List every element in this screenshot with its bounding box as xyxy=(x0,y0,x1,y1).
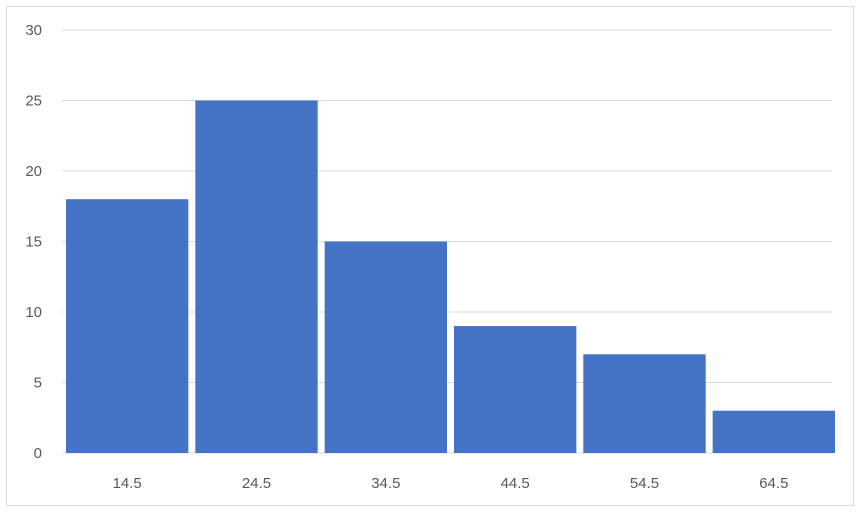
x-tick-label-54.5: 54.5 xyxy=(630,475,659,492)
x-tick-label-14.5: 14.5 xyxy=(113,475,142,492)
y-tick-label-15: 15 xyxy=(25,234,42,251)
bar-14.5 xyxy=(66,199,189,453)
y-tick-label-10: 10 xyxy=(25,304,42,321)
x-tick-label-64.5: 64.5 xyxy=(759,475,788,492)
y-tick-label-25: 25 xyxy=(25,93,42,110)
bars xyxy=(66,100,835,453)
y-tick-labels: 0 5 10 15 20 25 30 xyxy=(25,22,42,462)
bar-64.5 xyxy=(712,410,835,453)
bar-44.5 xyxy=(454,326,577,453)
y-tick-label-30: 30 xyxy=(25,22,42,39)
x-tick-label-34.5: 34.5 xyxy=(371,475,400,492)
x-tick-labels: 14.5 24.5 34.5 44.5 54.5 64.5 xyxy=(113,475,789,492)
y-tick-label-20: 20 xyxy=(25,163,42,180)
bar-34.5 xyxy=(324,241,447,453)
bar-24.5 xyxy=(195,100,318,453)
x-tick-label-44.5: 44.5 xyxy=(501,475,530,492)
y-tick-label-0: 0 xyxy=(34,445,42,462)
y-tick-label-5: 5 xyxy=(34,375,42,392)
bar-54.5 xyxy=(583,354,706,453)
x-tick-label-24.5: 24.5 xyxy=(242,475,271,492)
